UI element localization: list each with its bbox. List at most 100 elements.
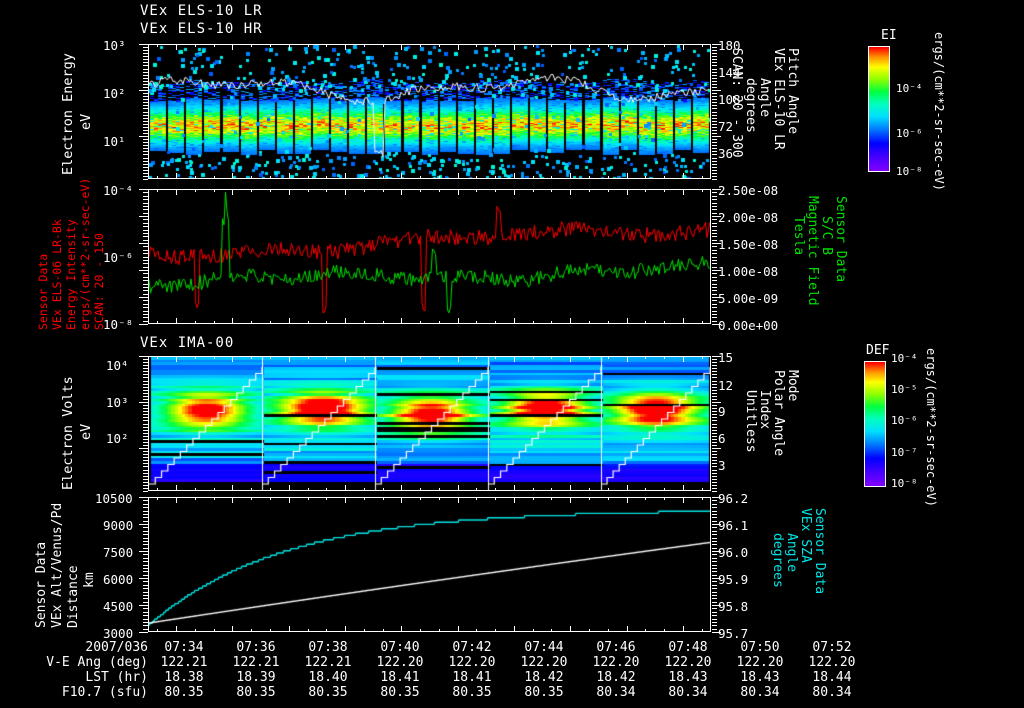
cell-f107-5: 80.35 [524,685,564,700]
y-tick [712,414,717,415]
x-tick [608,356,609,359]
x-tick [232,488,233,491]
y-tick [712,399,717,400]
x-tick [458,176,459,179]
y-tick [712,561,717,562]
x-tick [270,176,271,179]
cell-time-6: 07:46 [596,640,636,655]
x-tick [589,176,590,179]
y-tick [143,154,148,155]
y-tick [712,219,717,220]
cell-time-2: 07:38 [308,640,348,655]
y-tick [143,491,148,492]
row-label-f107: F10.7 (sfu) [61,685,148,700]
y-tick [143,362,148,363]
y-tick [712,65,717,66]
y-tick [143,479,148,480]
y-tick [143,451,148,452]
y-tick [712,411,717,412]
x-tick [514,497,515,500]
y-tick [712,154,717,155]
y-tick [712,50,717,51]
y-tick [712,189,721,190]
cell-veang-8: 122.20 [736,655,784,670]
y-tick [712,558,717,559]
x-tick [439,356,440,359]
y-tick [143,99,148,100]
y-tick [712,307,717,308]
x-tick [495,488,496,491]
y-tick [712,390,717,391]
x-tick [476,488,477,491]
x-tick [401,189,402,195]
x-tick [627,356,628,359]
x-tick [627,356,628,362]
x-tick [420,497,421,500]
y-tick [143,173,148,174]
x-tick [270,488,271,491]
y-tick [712,454,717,455]
x-tick [645,44,646,47]
x-tick [702,321,703,324]
cell-time-4: 07:42 [452,640,492,655]
y-tick [143,612,148,613]
y-tick [139,605,148,606]
y-tick [143,417,148,418]
y-tick [143,433,148,434]
x-tick [551,497,552,500]
x-tick [439,189,440,192]
x-tick [608,629,609,632]
table-row-lst: LST (hr) 18.38 18.39 18.40 18.41 18.41 1… [0,670,868,685]
y-tick [712,504,717,505]
y-tick [143,287,148,288]
x-tick [157,44,158,47]
x-tick [345,321,346,324]
x-tick [195,176,196,179]
y-tick [139,632,148,633]
x-tick [270,356,271,359]
y-tick [712,377,717,378]
x-tick [683,497,684,500]
y-tick [712,485,717,486]
x-tick [533,629,534,632]
x-tick [495,44,496,47]
y-tick [712,625,717,626]
y-tick [712,482,717,483]
y-tick [139,402,148,403]
panel3-plot-area [148,356,711,491]
x-tick [232,44,233,50]
y-tick [712,133,717,134]
colorbar1-name: EI [881,28,897,43]
cell-f107-3: 80.35 [380,685,420,700]
x-tick [232,356,233,359]
x-tick [232,189,233,195]
x-tick [326,44,327,47]
y-tick [143,595,148,596]
panel4-rtick-961: 96.1 [718,518,749,533]
y-tick [712,173,717,174]
y-tick [712,524,721,525]
cell-lst-9: 18.44 [812,670,852,685]
y-tick [712,290,717,291]
x-tick [495,497,496,500]
y-tick [143,571,148,572]
x-tick [627,321,628,324]
x-tick [589,189,590,192]
y-tick [712,130,717,131]
colorbar2-name: DEF [866,343,890,358]
panel3-ytick-1e3: 10³ [106,395,129,410]
x-tick [533,189,534,192]
y-tick [143,476,148,477]
y-tick [712,96,717,97]
x-tick [308,321,309,324]
x-tick [551,356,552,359]
x-tick [289,356,290,362]
x-tick [570,189,571,195]
x-tick [289,189,290,195]
y-tick [712,121,717,122]
panel3-ytick-1e2: 10² [106,431,129,446]
y-tick [143,87,148,88]
y-tick [712,420,717,421]
y-tick [712,568,717,569]
x-tick [495,321,496,324]
